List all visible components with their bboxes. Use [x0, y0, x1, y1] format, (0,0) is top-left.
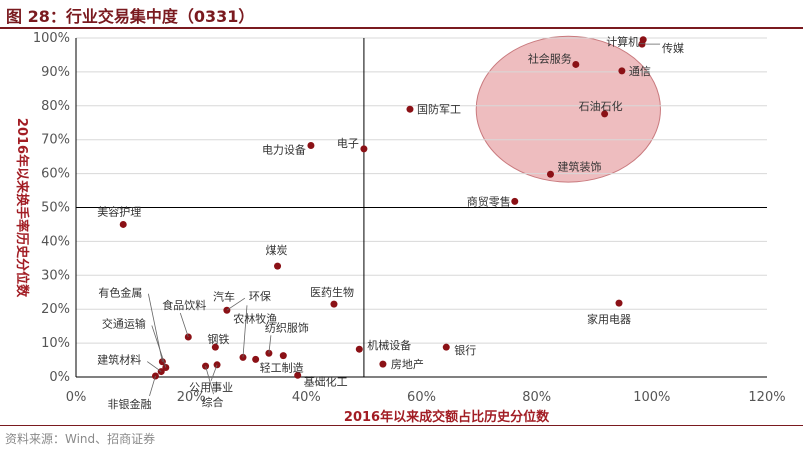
highlight-ellipse [475, 35, 661, 183]
source-note: 资料来源：Wind、招商证券 [5, 432, 156, 446]
point-label: 汽车 [213, 289, 235, 303]
page-title: 图 28：行业交易集中度（0331） [6, 7, 255, 26]
x-tick-label: 120% [748, 390, 785, 405]
point-label: 农林牧渔 [233, 312, 277, 326]
leader-line [268, 335, 272, 354]
point-label: 纺织服饰 [265, 320, 309, 334]
point-label: 计算机 [606, 35, 639, 49]
y-tick-label: 60% [41, 167, 70, 182]
point-label: 医药生物 [310, 285, 354, 299]
leader-line [205, 366, 214, 395]
point-label: 电子 [337, 137, 359, 150]
point-label: 机械设备 [367, 338, 411, 352]
point-label: 国防军工 [417, 102, 461, 116]
data-point [355, 345, 363, 353]
y-axis-title: 2016年以来换手率历史分位数 [14, 118, 30, 298]
leader-line [146, 361, 162, 372]
y-tick-label: 70% [41, 133, 70, 148]
data-point [330, 300, 338, 308]
point-label: 美容护理 [97, 204, 141, 218]
x-tick-label: 60% [407, 390, 436, 405]
y-tick-label: 80% [41, 99, 70, 114]
y-tick-label: 30% [41, 268, 70, 283]
grid-layer [76, 37, 767, 344]
data-point [307, 141, 315, 149]
leader-line [149, 375, 156, 397]
point-label: 食品饮料 [162, 298, 206, 312]
title-bar: 图 28：行业交易集中度（0331） [0, 0, 803, 29]
data-point [442, 343, 450, 351]
data-point [406, 105, 414, 113]
point-label: 传媒 [662, 42, 684, 55]
y-tick-label: 20% [41, 302, 70, 317]
data-point [119, 220, 127, 228]
leader-line [179, 312, 189, 338]
y-tick-label: 40% [41, 234, 70, 249]
data-point [572, 60, 580, 68]
data-point [601, 110, 609, 118]
point-label: 有色金属 [98, 286, 142, 300]
point-label: 轻工制造 [260, 360, 304, 374]
point-label: 非银金融 [107, 397, 151, 411]
point-label: 建筑装饰 [557, 159, 601, 173]
x-tick-label: 80% [522, 390, 551, 405]
point-label: 钢铁 [207, 333, 229, 346]
point-label: 煤炭 [266, 244, 288, 257]
tick-label-layer: 0% 10% 20% 30% 40% 50% 60% 70% 80% 90% 100% 0% 20% 40… [33, 31, 786, 405]
x-tick-label: 40% [292, 390, 321, 405]
leader-line [242, 305, 248, 358]
data-point [252, 355, 260, 363]
point-label: 环保 [249, 289, 271, 303]
x-tick-label: 0% [66, 390, 87, 405]
data-point [274, 262, 282, 270]
point-label: 石油石化 [579, 99, 623, 113]
leader-line [210, 364, 218, 381]
data-point [638, 40, 646, 48]
leader-line [151, 325, 167, 368]
data-point [618, 67, 626, 75]
data-point [294, 371, 302, 379]
point-label: 建筑材料 [97, 353, 141, 367]
y-tick-label: 100% [33, 31, 70, 46]
leader-line [226, 297, 246, 311]
x-tick-label: 100% [633, 390, 670, 405]
data-point [511, 197, 519, 205]
data-point [360, 145, 368, 153]
point-label: 社会服务 [528, 51, 572, 65]
point-label: 电力设备 [262, 142, 306, 156]
data-point [279, 352, 287, 360]
footer-divider [0, 425, 803, 426]
point-label: 基础化工 [304, 374, 348, 388]
y-tick-label: 0% [49, 370, 70, 385]
point-label: 公用事业 [189, 381, 233, 394]
y-tick-label: 10% [41, 336, 70, 351]
data-point [211, 343, 219, 351]
y-tick-label: 50% [41, 201, 70, 216]
point-label: 交通运输 [102, 317, 146, 331]
point-label: 家用电器 [587, 312, 631, 326]
data-point-layer [119, 36, 647, 380]
point-label: 商贸零售 [467, 194, 511, 208]
point-label: 房地产 [391, 357, 424, 371]
point-label: 综合 [202, 395, 224, 409]
point-label: 通信 [629, 65, 651, 78]
axis-title-layer: 2016年以来成交额占比历史分位数 2016年以来换手率历史分位数 [14, 118, 550, 425]
x-tick-label: 20% [177, 390, 206, 405]
highlight-region-layer [475, 35, 661, 183]
y-tick-label: 90% [41, 65, 70, 80]
point-label-layer: 计算机传媒社会服务通信国防军工 石油石化电力设备 电子建筑装饰商贸零售美容护理煤炭家… [97, 35, 684, 411]
axis-layer [75, 38, 767, 378]
data-point [615, 299, 623, 307]
title-divider [0, 27, 803, 29]
data-point [546, 170, 554, 178]
x-axis-title: 2016年以来成交额占比历史分位数 [344, 409, 550, 425]
data-point [379, 360, 387, 368]
point-label: 银行 [454, 343, 476, 357]
